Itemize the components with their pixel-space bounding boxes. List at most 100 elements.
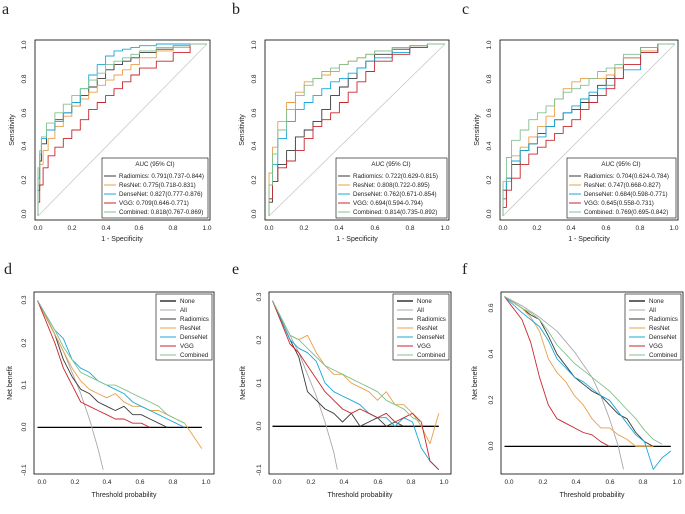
- legend-entry: DenseNet: 0.762(0.671-0.854): [353, 191, 437, 198]
- x-tick-label: 0.0: [33, 225, 42, 232]
- x-axis-label-b: 1 - Specificity: [336, 236, 378, 243]
- x-tick-label: 0.0: [37, 479, 46, 486]
- series-line-vgg: [37, 300, 151, 428]
- legend-entry: Radiomics: 0.791(0.737-0.844): [119, 173, 204, 180]
- series-line-all: [37, 300, 104, 470]
- series-line-resnet: [37, 43, 207, 216]
- x-tick-label: 1.0: [202, 225, 211, 232]
- x-tick-label: 0.2: [306, 479, 315, 486]
- y-tick-label: 0.4: [251, 141, 258, 150]
- x-tick-label: 1.0: [439, 479, 448, 486]
- x-tick-label: 0.0: [272, 479, 281, 486]
- y-tick-label: 0.4: [21, 141, 28, 150]
- y-tick-label: 0.8: [251, 74, 258, 83]
- panel-d: d 0.0 0.2 0.4 0.6 0.8 1.0 -0.1 0.0 0.1 0…: [4, 261, 215, 499]
- y-ticks-a: 0.0 0.2 0.4 0.6 0.8 1.0: [21, 40, 28, 218]
- y-tick-label: 0.1: [256, 378, 263, 387]
- y-ticks-c: 0.0 0.2 0.4 0.6 0.8 1.0: [486, 40, 493, 218]
- y-tick-label: 0.8: [21, 74, 28, 83]
- y-ticks-f: 0.0 0.2 0.4 0.6: [488, 303, 495, 450]
- series-line-resnet: [504, 296, 654, 447]
- y-axis-label-e: Net benefit: [240, 366, 247, 400]
- y-tick-label: 0.0: [488, 441, 495, 450]
- x-ticks-e: 0.0 0.2 0.4 0.6 0.8 1.0: [272, 479, 448, 486]
- legend-entry: DenseNet: 0.684(0.598-0.771): [584, 191, 668, 198]
- legend-title: AUC (95% CI): [371, 161, 410, 168]
- x-tick-label: 0.2: [67, 225, 76, 232]
- legend-entry: VGG: [417, 343, 431, 350]
- plot-frame-c: [499, 39, 679, 221]
- x-tick-label: 0.4: [101, 225, 110, 232]
- legend-entry: VGG: [649, 343, 663, 350]
- legend-entry: ResNet: [417, 325, 438, 332]
- x-ticks-c: 0.0 0.2 0.4 0.6 0.8 1.0: [498, 225, 678, 232]
- y-tick-label: 0.0: [251, 209, 258, 218]
- panel-letter-c: c: [462, 1, 469, 18]
- legend-entry: None: [649, 298, 664, 305]
- legend-entry: VGG: 0.645(0.558-0.731): [584, 200, 654, 207]
- panel-a: a 0.0 0.2 0.4 0.6 0.8 1.0 0.0 0.2 0.4 0.…: [2, 1, 212, 243]
- legend-entry: All: [180, 307, 187, 314]
- x-tick-label: 0.0: [504, 479, 513, 486]
- x-tick-label: 0.4: [339, 479, 348, 486]
- legend-f: None All Radiomics ResNet DenseNet VGG C…: [624, 293, 682, 361]
- y-tick-label: 0.0: [256, 421, 263, 430]
- x-tick-label: 0.4: [334, 225, 343, 232]
- x-tick-label: 0.8: [638, 479, 647, 486]
- x-axis-label-c: 1 - Specificity: [568, 236, 610, 243]
- plot-frame-f: [500, 291, 684, 475]
- series-line-radiomics: [272, 300, 404, 427]
- panel-e: e 0.0 0.2 0.4 0.6 0.8 1.0 -0.1 0.0 0.1 0…: [232, 261, 452, 499]
- x-tick-label: 0.2: [70, 479, 79, 486]
- x-tick-label: 1.0: [669, 225, 678, 232]
- legend-b: AUC (95% CI) Radiomics: 0.722(0.629-0.81…: [335, 157, 448, 219]
- legend-entry: DenseNet: [649, 334, 677, 341]
- panel-b: b 0.0 0.2 0.4 0.6 0.8 1.0 0.0 0.2 0.4 0.…: [232, 1, 450, 243]
- x-tick-label: 1.0: [440, 225, 449, 232]
- legend-box: [392, 293, 450, 361]
- series-line-densenet: [37, 43, 207, 216]
- series-line-radiomics: [504, 296, 654, 447]
- y-tick-label: -0.1: [21, 464, 28, 476]
- y-tick-label: 0.2: [251, 175, 258, 184]
- panel-letter-f: f: [462, 261, 468, 278]
- x-tick-label: 0.2: [532, 225, 541, 232]
- y-ticks-d: -0.1 0.0 0.1 0.2 0.3: [21, 295, 28, 475]
- series-line-radiomics: [37, 300, 168, 428]
- panel-f: f 0.0 0.2 0.4 0.6 0.8 1.0 0.0 0.2 0.4 0.…: [462, 261, 684, 499]
- panel-letter-d: d: [4, 261, 12, 278]
- x-tick-label: 0.4: [102, 479, 111, 486]
- y-tick-label: 1.0: [486, 40, 493, 49]
- legend-entry: Radiomics: [649, 316, 678, 323]
- legend-entry: ResNet: 0.808(0.722-0.895): [353, 182, 430, 189]
- panel-c: c 0.0 0.2 0.4 0.6 0.8 1.0 0.0 0.2 0.4 0.…: [462, 1, 679, 243]
- plot-frame-b: [264, 39, 450, 221]
- chance-diagonal: [37, 43, 208, 217]
- y-tick-label: 0.0: [486, 209, 493, 218]
- x-tick-label: 0.6: [134, 225, 143, 232]
- y-tick-label: 0.0: [21, 422, 28, 431]
- y-ticks-b: 0.0 0.2 0.4 0.6 0.8 1.0: [251, 40, 258, 218]
- legend-entry: DenseNet: [180, 334, 208, 341]
- legend-entry: Combined: [180, 352, 209, 359]
- x-tick-label: 0.4: [571, 479, 580, 486]
- legend-entry: Radiomics: 0.722(0.629-0.815): [353, 173, 438, 180]
- legend-title: AUC (95% CI): [135, 161, 174, 168]
- legend-entry: Combined: 0.818(0.767-0.869): [119, 209, 203, 216]
- x-ticks-a: 0.0 0.2 0.4 0.6 0.8 1.0: [33, 225, 211, 232]
- x-tick-label: 1.0: [672, 479, 681, 486]
- x-tick-label: 0.8: [406, 479, 415, 486]
- x-tick-label: 0.6: [373, 479, 382, 486]
- legend-entry: ResNet: 0.747(0.668-0.827): [584, 182, 661, 189]
- y-tick-label: 0.1: [21, 380, 28, 389]
- x-tick-label: 0.8: [635, 225, 644, 232]
- series-line-combined: [37, 43, 207, 216]
- legend-d: None All Radiomics ResNet DenseNet VGG C…: [155, 293, 213, 361]
- legend-entry: Combined: 0.814(0.735-0.892): [353, 209, 437, 216]
- x-tick-label: 0.0: [498, 225, 507, 232]
- x-tick-label: 0.6: [135, 479, 144, 486]
- legend-entry: VGG: [180, 343, 194, 350]
- legend-entry: DenseNet: [417, 334, 445, 341]
- y-tick-label: 1.0: [21, 40, 28, 49]
